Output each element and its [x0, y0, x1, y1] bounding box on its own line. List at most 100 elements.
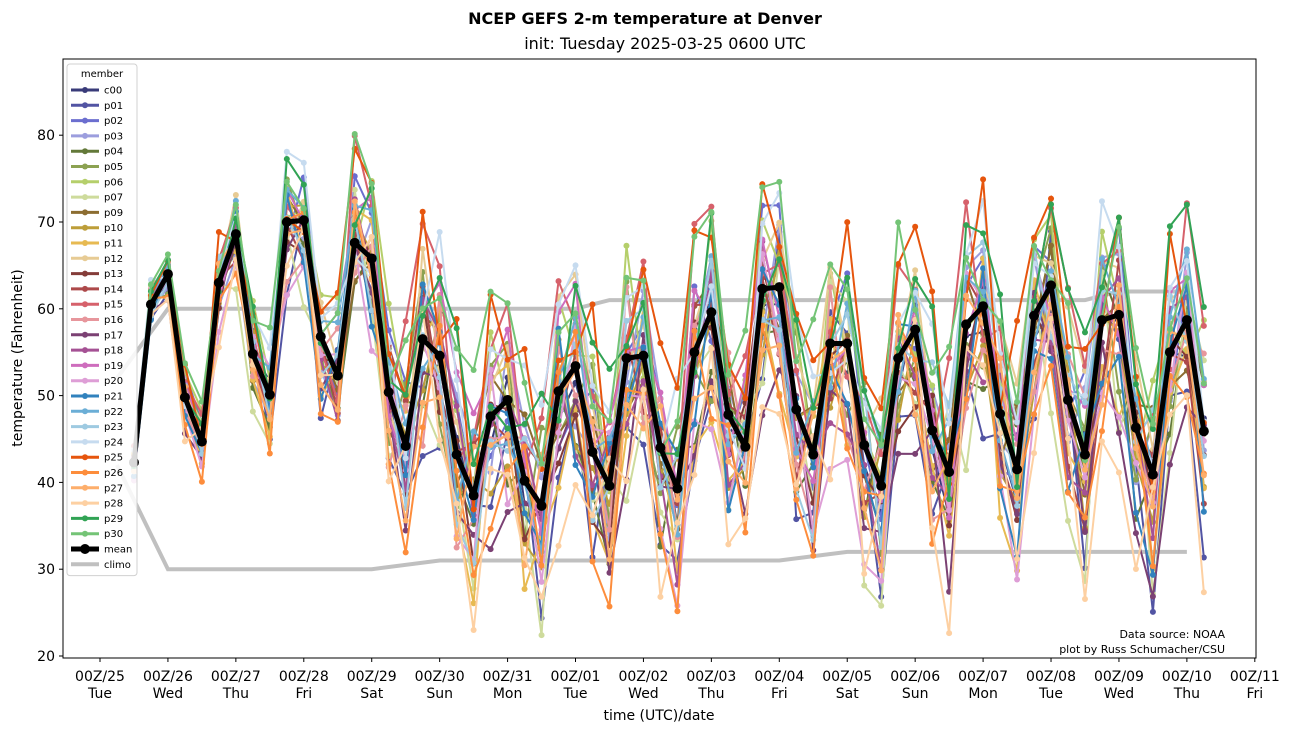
legend-label: p03 [104, 131, 123, 142]
member-point [300, 159, 307, 166]
member-point [538, 401, 545, 408]
member-point [487, 288, 494, 295]
member-point [691, 471, 698, 478]
y-axis-label: temperature (Fahrenheit) [10, 269, 26, 446]
member-point [436, 322, 443, 329]
mean-point [757, 283, 768, 294]
member-point [419, 281, 426, 288]
member-point [453, 467, 460, 474]
x-tick-label: 00Z/11 [1230, 669, 1280, 685]
legend-marker [82, 316, 88, 323]
member-point [504, 431, 511, 438]
member-point [1200, 472, 1207, 479]
member-point [793, 485, 800, 492]
legend-marker [80, 544, 90, 554]
member-point [453, 377, 460, 384]
legend-item-p20: p20 [71, 376, 123, 387]
member-point [708, 384, 715, 391]
member-point [1132, 344, 1139, 351]
member-point [1149, 563, 1156, 570]
member-point [402, 472, 409, 479]
member-point [640, 266, 647, 273]
legend-label: p21 [104, 392, 123, 403]
legend-marker [82, 362, 88, 369]
member-point [878, 567, 885, 574]
member-point [368, 323, 375, 330]
legend-label: p16 [104, 315, 123, 326]
member-point [521, 586, 528, 593]
mean-point [1096, 315, 1107, 326]
member-point [980, 342, 987, 349]
member-point [1149, 608, 1156, 615]
member-point [895, 311, 902, 318]
member-point [317, 381, 324, 388]
member-point [1048, 410, 1055, 417]
legend-label: p30 [104, 529, 123, 540]
member-point [1115, 224, 1122, 231]
member-point [470, 516, 477, 523]
member-point [283, 155, 290, 162]
annotation-data-source: Data source: NOAA [1119, 628, 1225, 641]
member-point [538, 424, 545, 431]
member-point [827, 261, 834, 268]
member-point [436, 394, 443, 401]
member-point [572, 328, 579, 335]
member-point [1014, 398, 1021, 405]
member-point [504, 471, 511, 478]
member-point [317, 415, 324, 422]
member-point [759, 266, 766, 273]
member-point [198, 398, 205, 405]
member-point [776, 393, 783, 400]
member-point [555, 278, 562, 285]
mean-point [740, 441, 751, 452]
member-point [912, 411, 919, 418]
legend-item-p03: p03 [71, 131, 123, 142]
legend-marker [82, 240, 88, 246]
member-point [776, 178, 783, 185]
legend-marker [82, 224, 88, 231]
legend-label: p11 [104, 239, 123, 250]
member-point [1065, 285, 1072, 292]
member-point [1031, 298, 1038, 305]
member-point [861, 582, 868, 589]
member-point [249, 317, 256, 324]
mean-point [502, 394, 513, 405]
mean-point [179, 392, 190, 403]
member-point [589, 403, 596, 410]
member-point [1183, 358, 1190, 365]
member-point [946, 532, 953, 539]
member-point [963, 199, 970, 206]
member-point [1098, 228, 1105, 235]
legend-item-p16: p16 [71, 315, 123, 326]
member-point [1200, 322, 1207, 329]
member-point [1132, 459, 1139, 466]
mean-point [570, 361, 581, 372]
legend-item-p09: p09 [71, 208, 123, 219]
member-point [1166, 411, 1173, 418]
member-point [555, 460, 562, 467]
mean-point [689, 347, 700, 358]
member-point [572, 398, 579, 405]
member-point [1166, 461, 1173, 468]
member-point [487, 403, 494, 410]
mean-point [383, 387, 394, 398]
y-tick-label: 40 [37, 475, 55, 491]
legend-label: c00 [104, 86, 122, 97]
mean-point [842, 338, 853, 349]
legend-marker [82, 423, 88, 430]
member-point [317, 372, 324, 379]
mean-point [961, 319, 972, 330]
member-point [844, 286, 851, 293]
member-point [1115, 214, 1122, 221]
member-point [521, 536, 528, 543]
member-point [555, 417, 562, 424]
mean-point [638, 350, 649, 361]
member-point [980, 265, 987, 272]
mean-point [1012, 464, 1023, 475]
member-point [572, 310, 579, 317]
legend-item-p06: p06 [71, 177, 123, 188]
legend-marker [82, 500, 88, 507]
member-point [368, 180, 375, 187]
legend-label: p02 [104, 116, 123, 127]
